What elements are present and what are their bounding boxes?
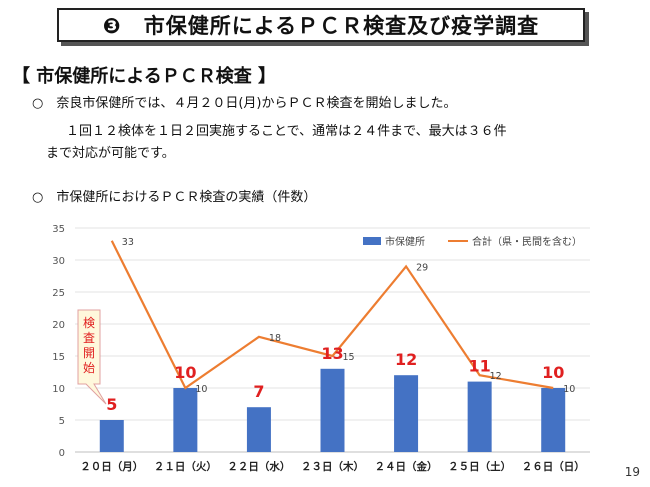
y-tick-label: 20: [52, 320, 65, 331]
bar-data-label: 13: [321, 344, 343, 363]
x-tick-label: ２０日（月）: [80, 460, 143, 473]
y-tick-label: 15: [52, 352, 65, 363]
bar: [99, 420, 124, 452]
paragraph-line-1: ○ 奈良市保健所では、４月２０日(月)からＰＣＲ検査を開始しました。: [32, 96, 457, 111]
y-tick-label: 10: [52, 384, 65, 395]
paragraph-line-3: まで対応が可能です。: [46, 146, 175, 161]
y-tick-label: 0: [59, 448, 65, 459]
line-data-label: 29: [416, 262, 428, 273]
bar: [173, 388, 198, 452]
page-title: ❸ 市保健所によるＰＣＲ検査及び疫学調査: [57, 8, 585, 42]
annotation-box: [77, 309, 107, 405]
x-tick-label: ２２日（水）: [227, 460, 290, 473]
y-tick-label: 30: [52, 256, 65, 267]
bar-data-label: 12: [395, 350, 417, 369]
bar-data-label: 10: [174, 363, 196, 382]
bar-data-label: 7: [253, 382, 264, 401]
bar-data-label: 11: [469, 357, 491, 376]
y-tick-label: 35: [52, 224, 65, 235]
line-data-label: 15: [343, 352, 355, 363]
y-tick-label: 5: [59, 416, 65, 427]
line-data-label: 18: [269, 333, 281, 344]
page-number: 19: [624, 465, 640, 479]
bar: [541, 388, 566, 452]
annotation-char: 検: [83, 316, 95, 330]
legend-label: 合計（県・民間を含む）: [472, 235, 582, 248]
bar: [320, 368, 345, 452]
legend-label: 市保健所: [385, 235, 425, 248]
bar: [467, 381, 492, 452]
bar: [394, 375, 419, 452]
line-data-label: 33: [122, 237, 134, 248]
bar-data-label: 5: [106, 395, 117, 414]
paragraph-line-2: １回１２検体を１日２回実施することで、通常は２４件まで、最大は３６件: [66, 124, 507, 139]
legend-swatch-bar: [363, 237, 381, 245]
bar-data-label: 10: [542, 363, 564, 382]
series-line: [110, 240, 554, 390]
line-data-label: 10: [195, 384, 207, 395]
annotation-char: 始: [83, 361, 95, 375]
annotation-char: 開: [83, 346, 95, 360]
x-tick-label: ２４日（金）: [375, 460, 438, 473]
section-heading: 【 市保健所によるＰＣＲ検査 】: [12, 66, 276, 87]
x-tick-label: ２５日（土）: [448, 460, 511, 473]
line-data-label: 12: [490, 371, 502, 382]
x-tick-label: ２６日（日）: [522, 460, 585, 473]
bar: [246, 407, 271, 452]
x-tick-label: ２１日（火）: [154, 460, 217, 473]
y-tick-label: 25: [52, 288, 65, 299]
chart-caption: ○ 市保健所におけるＰＣＲ検査の実績（件数）: [32, 190, 317, 205]
annotation-char: 査: [83, 331, 95, 345]
line-data-label: 10: [563, 384, 575, 395]
x-tick-label: ２３日（木）: [301, 460, 364, 473]
